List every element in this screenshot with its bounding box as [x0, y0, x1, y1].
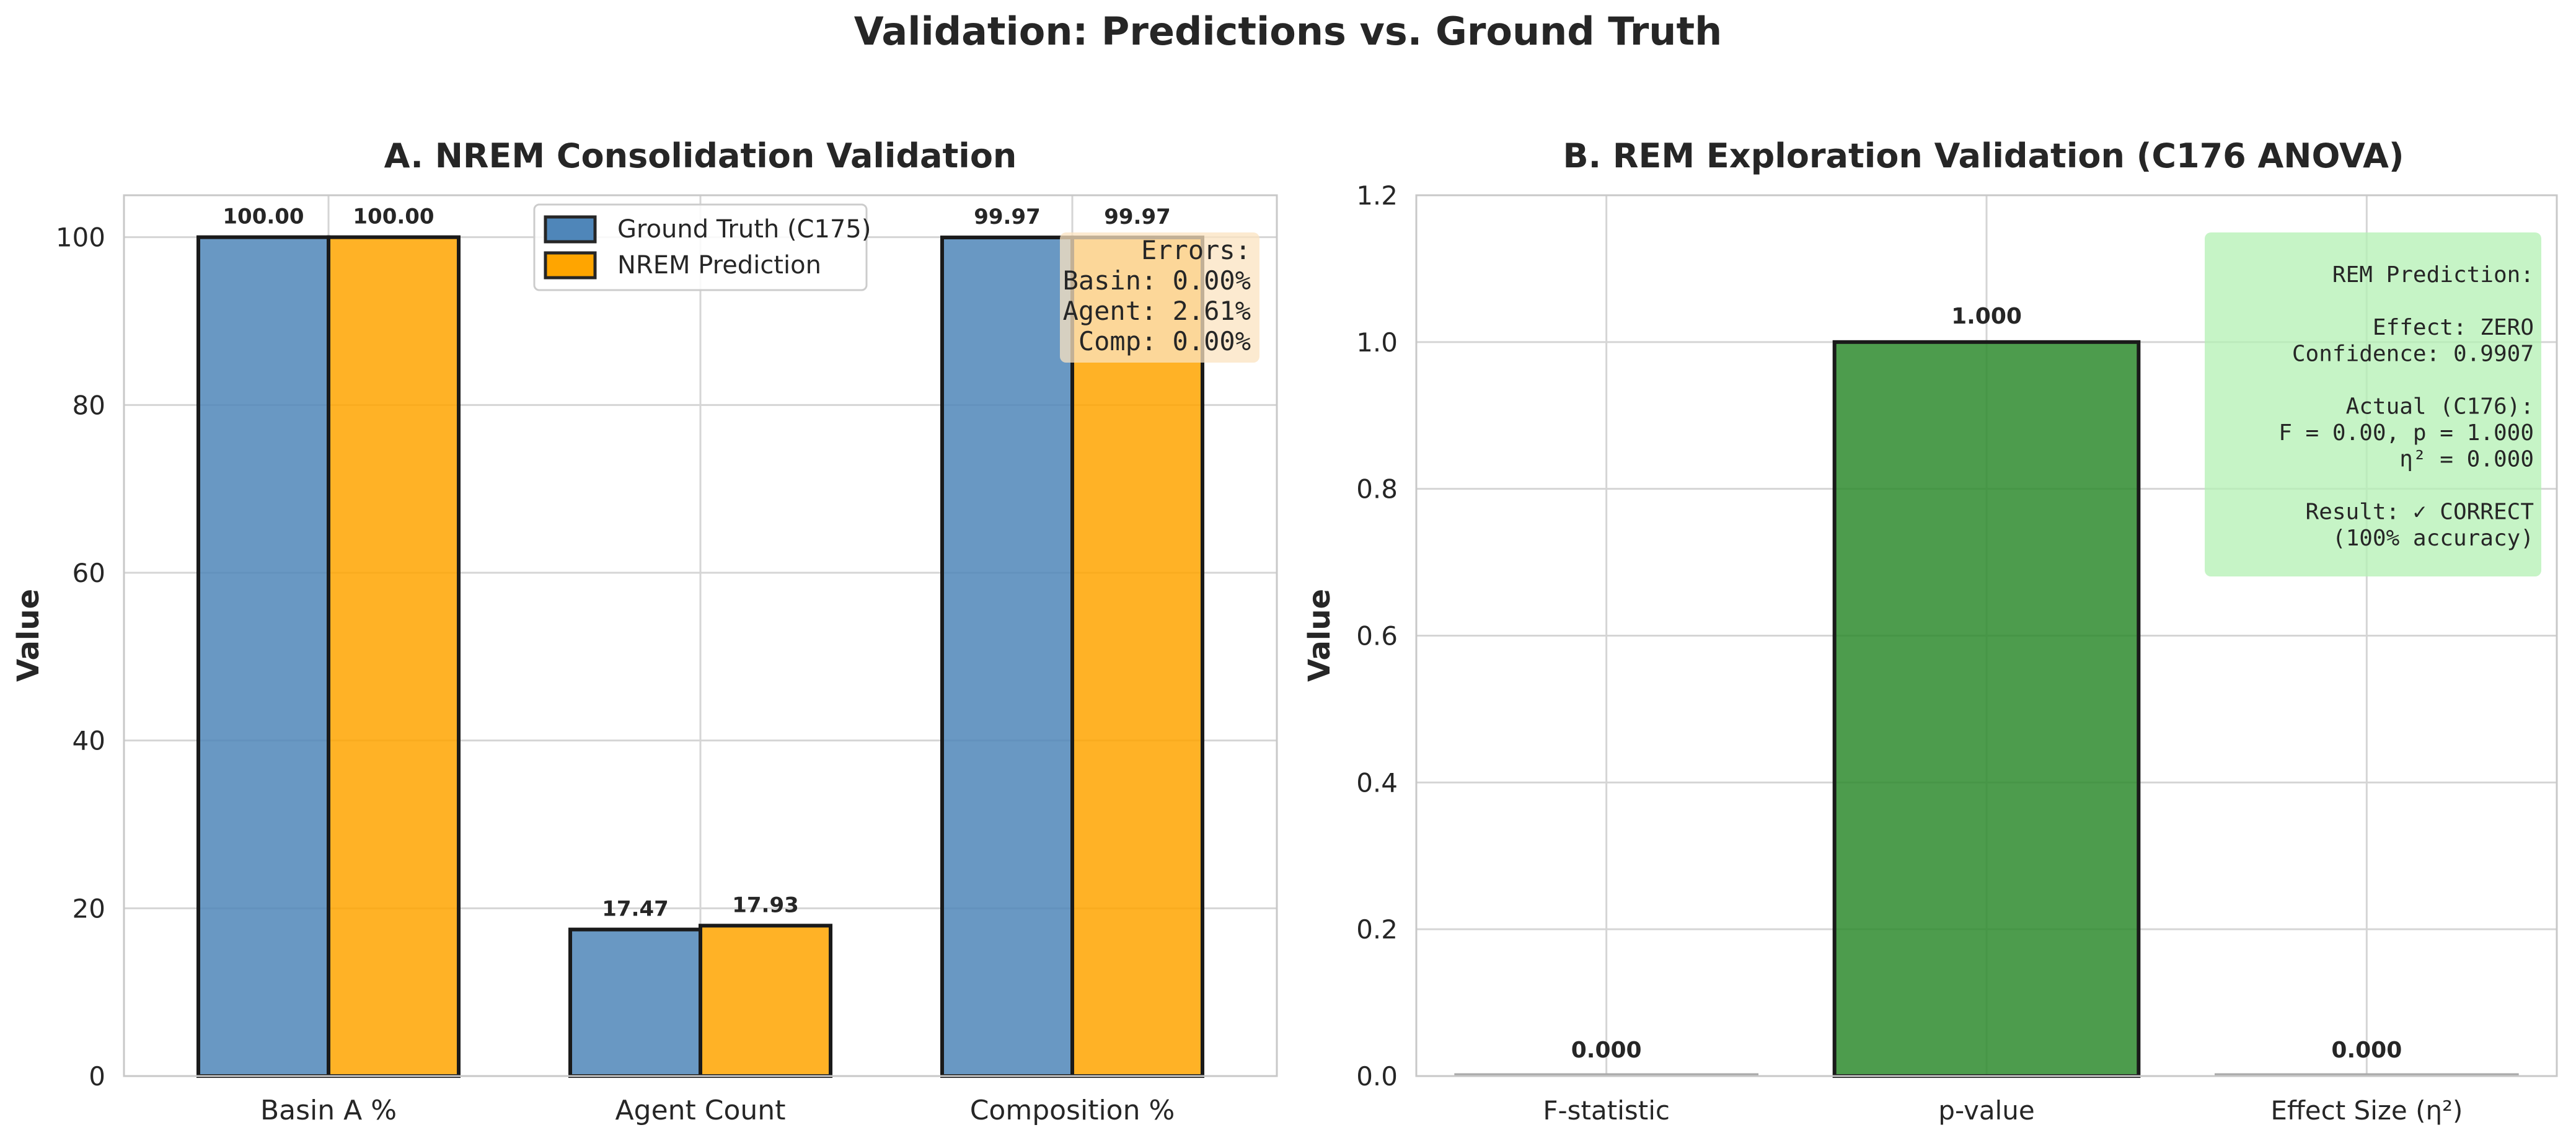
bar-p-value — [1832, 340, 2141, 1078]
panel-a-xtick-label: Composition % — [970, 1095, 1175, 1126]
panel-b-ytick-label: 1.0 — [1356, 327, 1398, 358]
panel-a-ytick-label: 0 — [89, 1061, 105, 1092]
panel-a-xtick-label: Agent Count — [615, 1095, 786, 1126]
bar-value-label: 0.000 — [2331, 1038, 2402, 1063]
errors-annotation: Errors: Basin: 0.00% Agent: 2.61% Comp: … — [1060, 232, 1259, 363]
bar-value-label: 100.00 — [353, 205, 434, 229]
panel-b-ylabel: Value — [1302, 589, 1337, 682]
errors-line-3: Agent: 2.61% — [1063, 296, 1251, 326]
panel-a-ylabel: Value — [11, 589, 46, 682]
panel-b-frame — [1415, 194, 2558, 1077]
rem-annotation-line: (100% accuracy) — [2332, 526, 2534, 551]
panel-b-ytick-label: 0.2 — [1356, 914, 1398, 945]
bar-value-label: 99.97 — [1104, 205, 1171, 229]
errors-line-4: Comp: 0.00% — [1078, 326, 1251, 356]
rem-annotation-line: REM Prediction: — [2332, 262, 2534, 288]
bar-nrem-prediction — [699, 924, 832, 1078]
panel-b-xtick-label: p-value — [1938, 1095, 2034, 1126]
panel-b-rem-chart: B. REM Exploration Validation (C176 ANOV… — [1302, 136, 2558, 1126]
panel-a-frame — [123, 194, 1278, 1077]
rem-annotation-line: Result: ✓ CORRECT — [2306, 500, 2534, 525]
rem-annotation-line: F = 0.00, p = 1.000 — [2278, 420, 2534, 446]
panel-b-ytick-label: 0.6 — [1356, 621, 1398, 651]
legend-label-nrem-prediction: NREM Prediction — [617, 251, 821, 280]
legend-swatch-nrem-prediction — [544, 251, 597, 280]
bar-value-label: 99.97 — [974, 205, 1041, 229]
panel-b-ytick-label: 0.0 — [1356, 1061, 1398, 1092]
panel-b-ytick-label: 1.2 — [1356, 180, 1398, 211]
bar-ground-truth — [568, 927, 702, 1078]
panel-b-xtick-label: F-statistic — [1543, 1095, 1670, 1126]
rem-annotation-line: η² = 0.000 — [2399, 447, 2534, 472]
panel-a-title: A. NREM Consolidation Validation — [384, 136, 1017, 175]
panel-b-xtick-label: Effect Size (η²) — [2270, 1095, 2463, 1126]
errors-line-2: Basin: 0.00% — [1063, 265, 1251, 296]
bar-value-label: 100.00 — [223, 205, 304, 229]
panel-b-ytick-label: 0.8 — [1356, 474, 1398, 505]
rem-annotation-line: Effect: ZERO — [2373, 315, 2534, 340]
bar-nrem-prediction — [1070, 236, 1204, 1079]
panel-a-ytick-label: 20 — [73, 893, 105, 924]
bar-value-label: 17.93 — [732, 893, 799, 917]
figure-title: Validation: Predictions vs. Ground Truth — [854, 9, 1722, 54]
panel-a-nrem-chart: A. NREM Consolidation Validation 100.00 1… — [11, 136, 1278, 1126]
bar-nrem-prediction — [327, 235, 461, 1079]
errors-line-1: Errors: — [1141, 235, 1251, 265]
panel-a-ytick-label: 80 — [73, 390, 105, 420]
panel-a-ytick-label: 40 — [73, 726, 105, 756]
bar-value-label: 17.47 — [602, 897, 669, 922]
panel-a-legend: Ground Truth (C175) NREM Prediction — [533, 203, 871, 291]
panel-b-title: B. REM Exploration Validation (C176 ANOV… — [1563, 136, 2404, 175]
bar-value-label: 0.000 — [1571, 1038, 1642, 1063]
panel-a-xtick-label: Basin A % — [260, 1095, 397, 1126]
panel-b-ytick-label: 0.4 — [1356, 767, 1398, 798]
bar-ground-truth — [196, 235, 330, 1079]
bar-ground-truth — [940, 236, 1074, 1079]
panel-a-ytick-label: 60 — [73, 558, 105, 588]
legend-swatch-ground-truth — [544, 215, 597, 244]
rem-annotation-line: Confidence: 0.9907 — [2292, 342, 2534, 367]
panel-a-ytick-label: 100 — [56, 223, 105, 253]
legend-label-ground-truth: Ground Truth (C175) — [617, 215, 871, 244]
bar-value-label: 1.000 — [1951, 304, 2022, 329]
rem-annotation-line: Actual (C176): — [2346, 394, 2534, 420]
